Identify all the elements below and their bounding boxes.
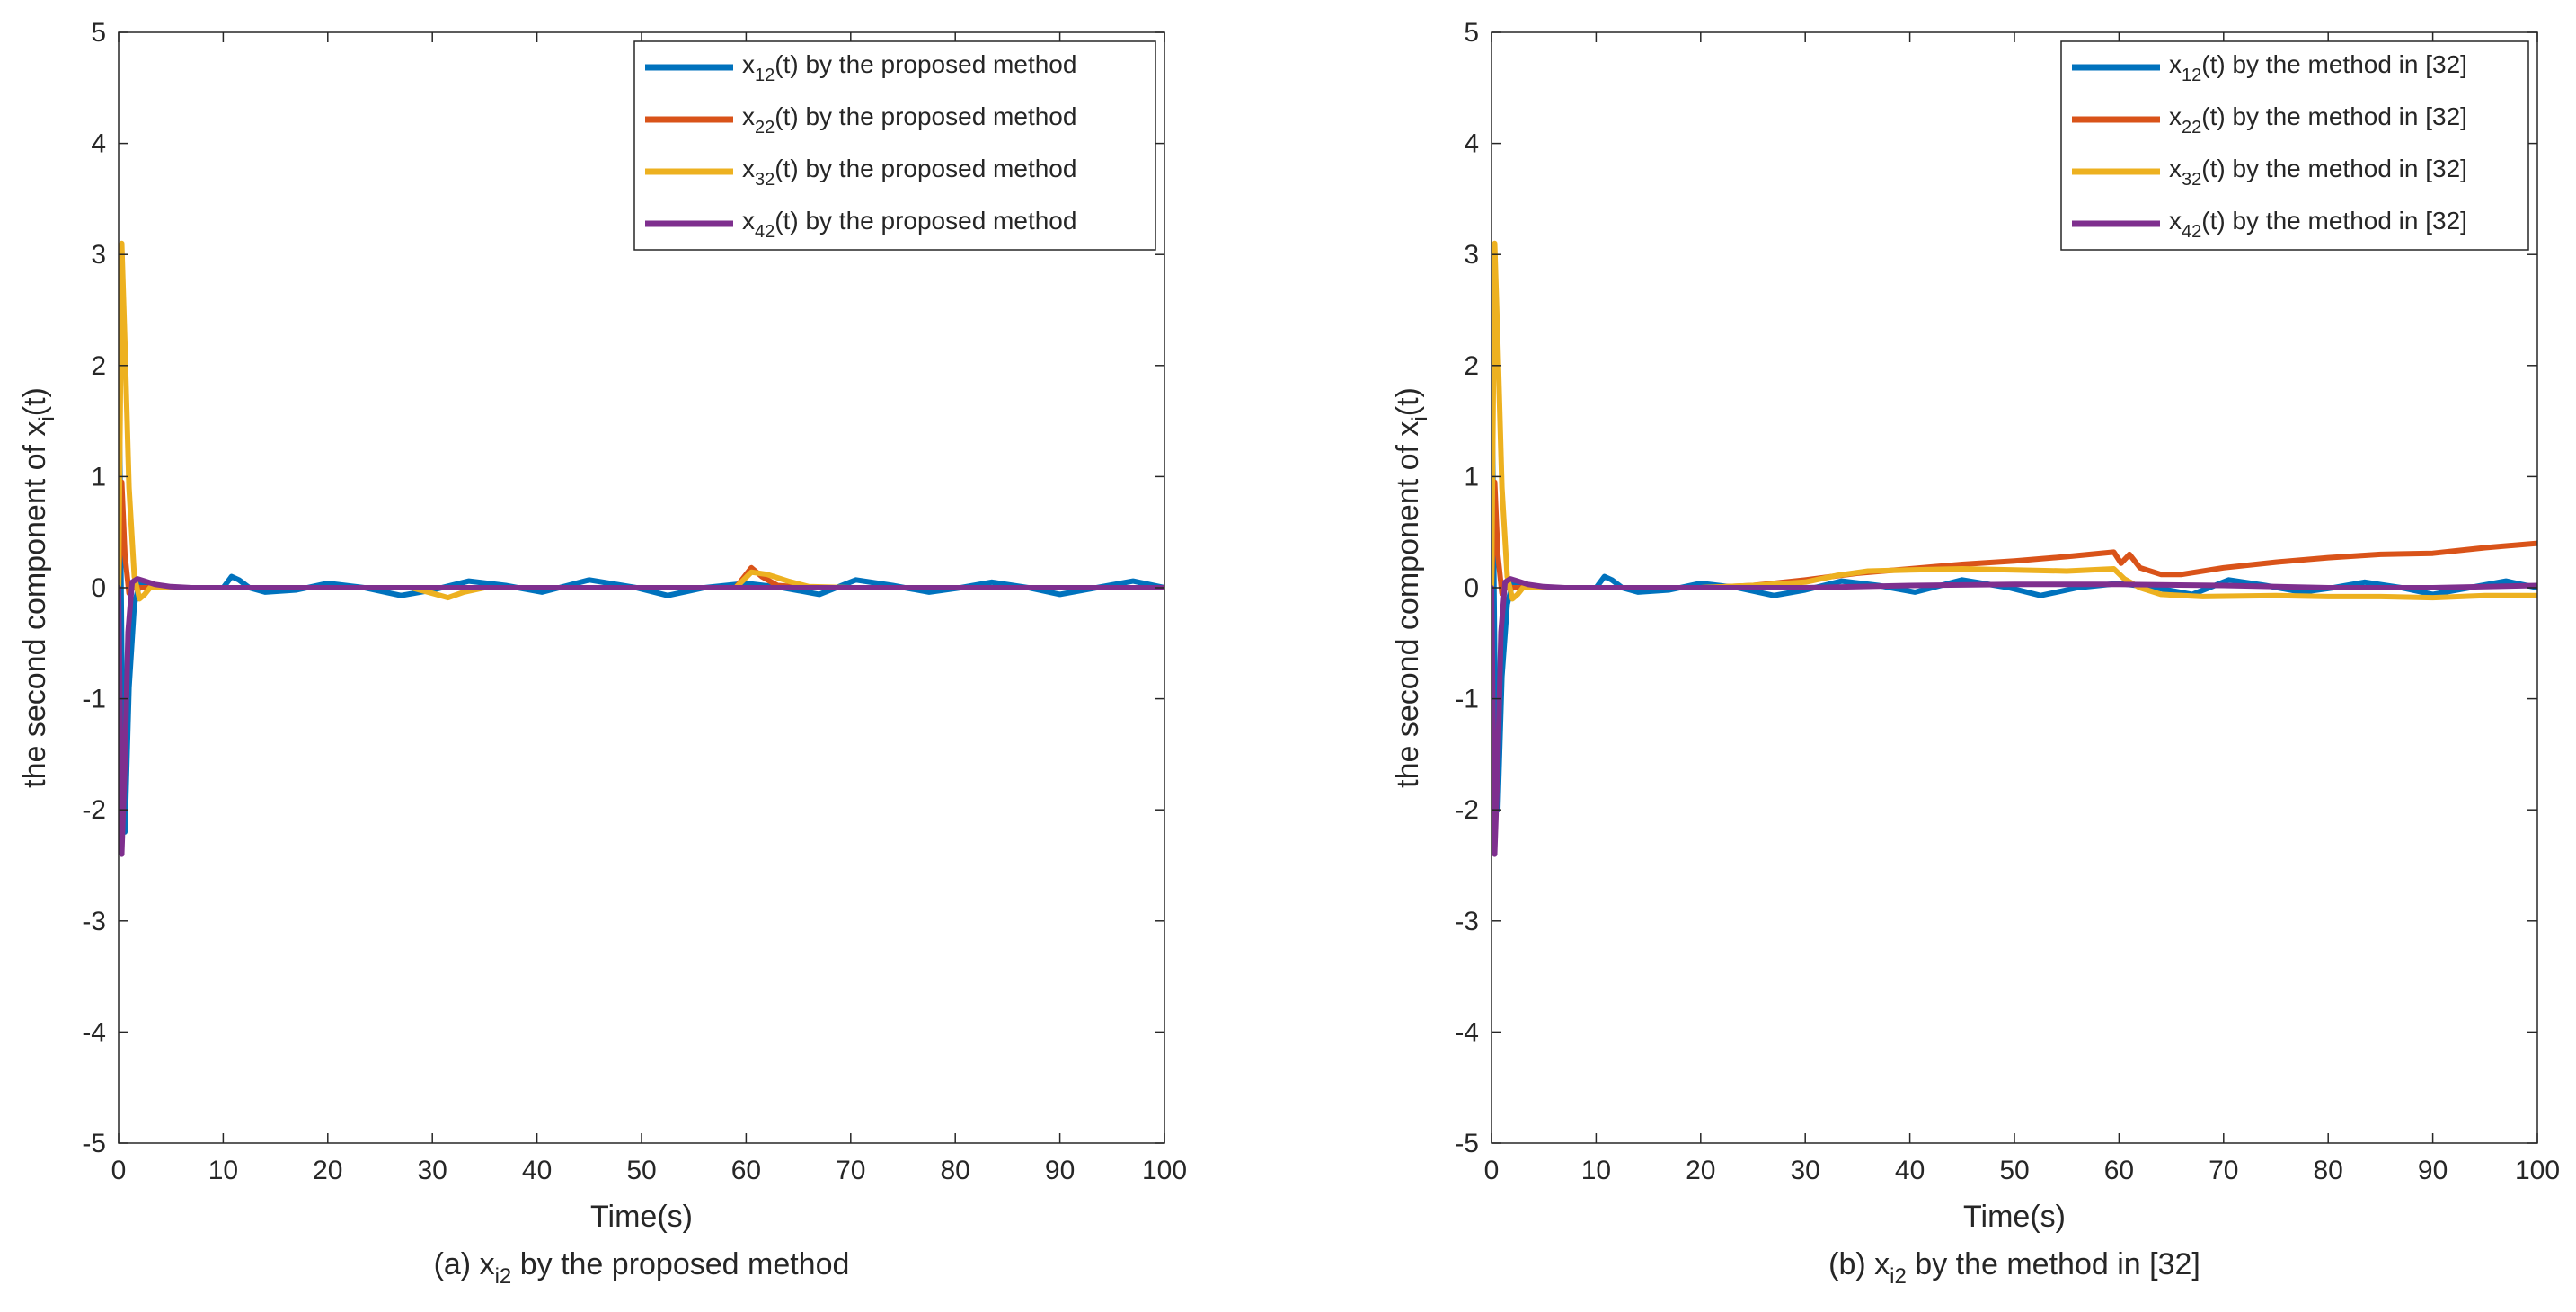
chart-panel-b: 0 10 20 30 40 50 60 70 80 90 100 -5 -4 -3 -2 -1 0 1 2 3 4 5 Ti… bbox=[1391, 18, 2560, 1289]
y-tick-label: 2 bbox=[91, 351, 106, 381]
y-tick-label: 2 bbox=[1464, 351, 1479, 381]
y-tick-label: 1 bbox=[1464, 462, 1479, 492]
legend: x12(t) by the method in [32] x22(t) by th… bbox=[2060, 40, 2529, 251]
x-tick-label: 80 bbox=[941, 1156, 970, 1185]
y-tick-label: 4 bbox=[91, 129, 106, 159]
y-tick-label: 5 bbox=[1464, 18, 1479, 48]
legend-entry-x42: x42(t) by the method in [32] bbox=[2169, 207, 2467, 242]
y-tick-label: -3 bbox=[82, 907, 106, 936]
x-tick-label: 10 bbox=[1581, 1156, 1611, 1185]
legend-entry-x32: x32(t) by the method in [32] bbox=[2169, 155, 2467, 190]
legend-entry-x22: x22(t) by the proposed method bbox=[742, 102, 1076, 137]
x-tick-label: 30 bbox=[418, 1156, 447, 1185]
series-line-x42 bbox=[119, 576, 1164, 857]
x-tick-label: 70 bbox=[2209, 1156, 2238, 1185]
x-tick-label: 90 bbox=[2418, 1156, 2448, 1185]
chart-panel-a: 0 10 20 30 40 50 60 70 80 90 100 -5 -4 -3 -2 -1 0 1 2 3 4 5 Ti… bbox=[18, 18, 1187, 1289]
x-axis-label: Time(s) bbox=[590, 1200, 693, 1234]
y-tick-label: -4 bbox=[1455, 1017, 1479, 1047]
series-group bbox=[119, 240, 1164, 857]
x-tick-label: 30 bbox=[1791, 1156, 1820, 1185]
x-tick-label: 80 bbox=[2314, 1156, 2343, 1185]
x-tick-label: 60 bbox=[2104, 1156, 2134, 1185]
x-tick-label: 100 bbox=[1142, 1156, 1187, 1185]
x-tick-label: 50 bbox=[1999, 1156, 2029, 1185]
x-tick-label: 0 bbox=[111, 1156, 127, 1185]
y-tick-label: 3 bbox=[91, 240, 106, 270]
x-tick-label: 60 bbox=[731, 1156, 761, 1185]
series-line-x32 bbox=[119, 240, 1164, 602]
y-tick-label: 3 bbox=[1464, 240, 1479, 270]
series-line-x42 bbox=[1492, 576, 2537, 857]
panel-caption: (a) xi2 by the proposed method bbox=[434, 1247, 850, 1289]
y-tick-label: -2 bbox=[1455, 795, 1479, 825]
y-axis-label: the second component of xi(t) bbox=[18, 387, 59, 788]
series-line-x32 bbox=[1492, 240, 2537, 602]
y-tick-label: 4 bbox=[1464, 129, 1479, 159]
x-tick-label: 90 bbox=[1045, 1156, 1075, 1185]
x-tick-label: 50 bbox=[626, 1156, 656, 1185]
x-tick-label: 10 bbox=[208, 1156, 238, 1185]
legend-entry-x32: x32(t) by the proposed method bbox=[742, 155, 1076, 190]
x-tick-label: 40 bbox=[522, 1156, 552, 1185]
x-tick-label: 100 bbox=[2515, 1156, 2560, 1185]
legend-entry-x12: x12(t) by the proposed method bbox=[742, 50, 1076, 85]
series-group bbox=[1492, 240, 2537, 857]
x-tick-label: 70 bbox=[836, 1156, 865, 1185]
y-tick-label: -5 bbox=[1455, 1129, 1479, 1158]
panel-caption: (b) xi2 by the method in [32] bbox=[1828, 1247, 2200, 1289]
x-tick-label: 20 bbox=[1686, 1156, 1715, 1185]
y-tick-label: -2 bbox=[82, 795, 106, 825]
y-axis-label: the second component of xi(t) bbox=[1391, 387, 1432, 788]
y-tick-label: 0 bbox=[91, 573, 106, 603]
y-tick-label: 1 bbox=[91, 462, 106, 492]
legend-entry-x22: x22(t) by the method in [32] bbox=[2169, 102, 2467, 137]
legend-box bbox=[633, 40, 1156, 251]
legend: x12(t) by the proposed method x22(t) by t… bbox=[633, 40, 1156, 251]
x-tick-label: 20 bbox=[313, 1156, 342, 1185]
y-tick-label: -1 bbox=[1455, 685, 1479, 714]
y-tick-label: -3 bbox=[1455, 907, 1479, 936]
legend-entry-x42: x42(t) by the proposed method bbox=[742, 207, 1076, 242]
legend-entry-x12: x12(t) by the method in [32] bbox=[2169, 50, 2467, 85]
x-axis-label: Time(s) bbox=[1963, 1200, 2066, 1234]
y-tick-label: -1 bbox=[82, 685, 106, 714]
y-tick-label: -4 bbox=[82, 1017, 106, 1047]
x-tick-label: 0 bbox=[1484, 1156, 1500, 1185]
x-tick-label: 40 bbox=[1895, 1156, 1925, 1185]
y-tick-label: -5 bbox=[82, 1129, 106, 1158]
y-tick-label: 0 bbox=[1464, 573, 1479, 603]
y-tick-label: 5 bbox=[91, 18, 106, 48]
legend-box bbox=[2060, 40, 2529, 251]
